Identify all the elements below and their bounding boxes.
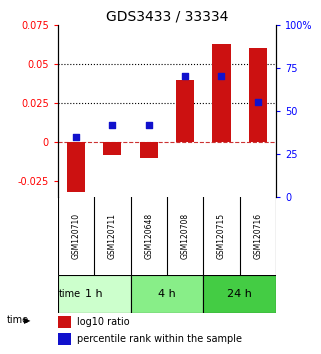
- Bar: [67, 142, 85, 192]
- Bar: [203, 275, 276, 313]
- Point: [146, 122, 151, 127]
- Bar: [103, 142, 121, 155]
- Text: time: time: [6, 315, 29, 325]
- Bar: [176, 80, 194, 142]
- Point: [74, 134, 79, 139]
- Text: 1 h: 1 h: [85, 289, 103, 299]
- Text: GSM120716: GSM120716: [253, 213, 262, 259]
- Point: [110, 122, 115, 127]
- Bar: [58, 275, 131, 313]
- Text: log10 ratio: log10 ratio: [77, 317, 130, 327]
- Text: 24 h: 24 h: [227, 289, 252, 299]
- Text: GSM120710: GSM120710: [72, 213, 81, 259]
- Point: [183, 74, 188, 79]
- Bar: [58, 316, 71, 328]
- Text: GSM120648: GSM120648: [144, 213, 153, 259]
- Point: [219, 74, 224, 79]
- Bar: [213, 44, 230, 142]
- Bar: [58, 333, 71, 345]
- Bar: [249, 48, 267, 142]
- Text: GSM120708: GSM120708: [181, 213, 190, 259]
- Text: percentile rank within the sample: percentile rank within the sample: [77, 334, 242, 344]
- Text: ▶: ▶: [24, 316, 30, 325]
- Text: time: time: [58, 289, 81, 299]
- Bar: [131, 275, 203, 313]
- Title: GDS3433 / 33334: GDS3433 / 33334: [106, 10, 228, 24]
- Point: [255, 99, 260, 105]
- Text: GSM120711: GSM120711: [108, 213, 117, 259]
- Bar: [140, 142, 158, 158]
- Text: 4 h: 4 h: [158, 289, 176, 299]
- Text: GSM120715: GSM120715: [217, 213, 226, 259]
